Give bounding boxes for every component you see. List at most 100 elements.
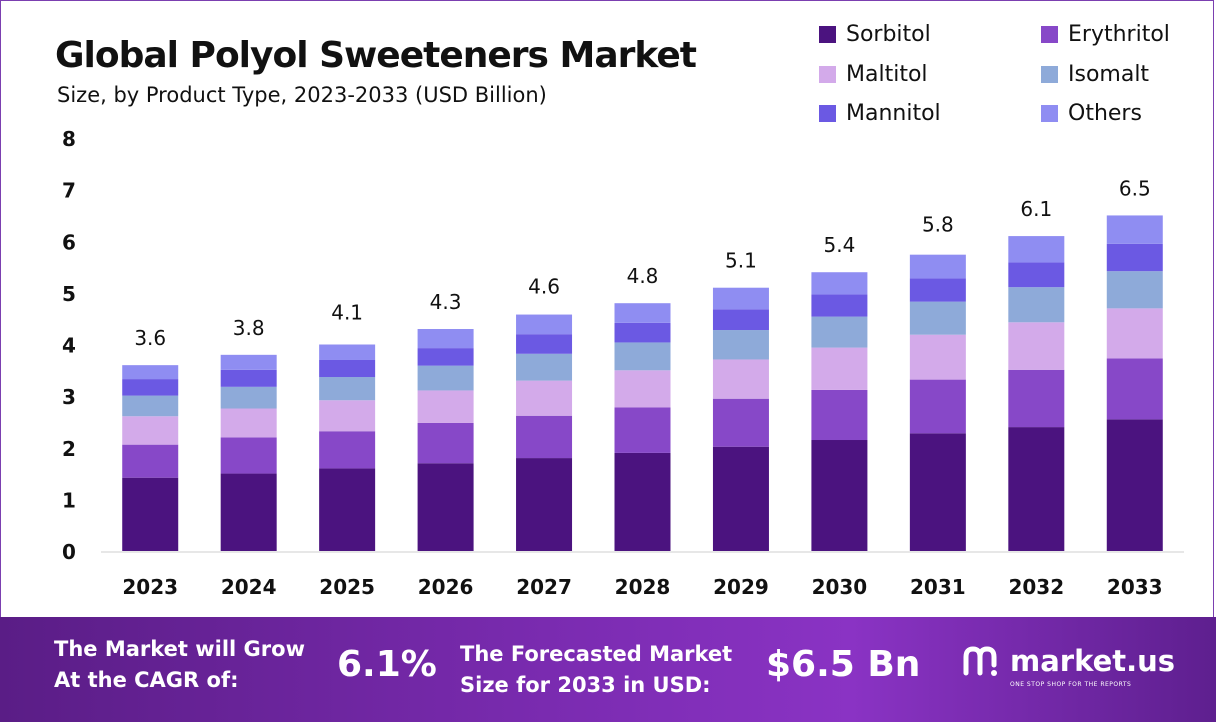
bar-segment-others xyxy=(220,354,277,370)
logo-tagline: ONE STOP SHOP FOR THE REPORTS xyxy=(1010,681,1132,688)
bar-segment-maltitol xyxy=(220,408,277,438)
bar-total-label: 4.3 xyxy=(430,290,462,314)
bar-segment-isomalt xyxy=(516,353,573,381)
bar-segment-maltitol xyxy=(1008,322,1065,370)
bar-total-label: 6.5 xyxy=(1119,176,1151,200)
legend-label-erythritol: Erythritol xyxy=(1068,21,1170,47)
bar-segment-others xyxy=(712,287,769,310)
bar-segment-others xyxy=(1106,215,1163,244)
bar-segment-mannitol xyxy=(712,309,769,331)
cagr-label-line2: At the CAGR of: xyxy=(54,668,239,692)
chart-title: Global Polyol Sweeteners Market xyxy=(55,35,697,76)
x-tick-label: 2029 xyxy=(713,575,769,599)
bar-segment-isomalt xyxy=(122,395,179,417)
bar-segment-isomalt xyxy=(614,342,671,371)
x-tick-label: 2023 xyxy=(122,575,178,599)
y-tick-label: 5 xyxy=(62,282,76,306)
bar-segment-sorbitol xyxy=(1106,419,1163,551)
bar-segment-erythritol xyxy=(712,398,769,447)
bar-segment-maltitol xyxy=(712,359,769,399)
x-tick-label: 2026 xyxy=(418,575,474,599)
bar-segment-others xyxy=(122,365,179,380)
y-tick-label: 6 xyxy=(62,230,76,254)
bar-segment-sorbitol xyxy=(516,458,573,551)
y-tick-label: 7 xyxy=(62,179,76,203)
bar-segment-isomalt xyxy=(712,330,769,360)
bar-segment-erythritol xyxy=(614,407,671,453)
legend-swatch-mannitol xyxy=(819,104,836,122)
bar-segment-others xyxy=(319,344,376,360)
bar-segment-mannitol xyxy=(220,369,277,387)
bar-total-label: 5.1 xyxy=(725,249,757,273)
bar-segment-sorbitol xyxy=(909,433,966,551)
x-tick-label: 2033 xyxy=(1107,575,1163,599)
bar-segment-mannitol xyxy=(417,348,474,366)
bar-segment-sorbitol xyxy=(417,463,474,551)
bar-segment-mannitol xyxy=(811,294,868,317)
legend-swatch-erythritol xyxy=(1041,25,1058,43)
y-tick-label: 8 xyxy=(62,127,76,151)
summary-banner: The Market will Grow At the CAGR of: 6.1… xyxy=(0,617,1216,722)
legend-swatch-others xyxy=(1041,104,1058,122)
market-us-logo: market.us ONE STOP SHOP FOR THE REPORTS xyxy=(962,643,1176,688)
bar-segment-others xyxy=(1008,236,1065,263)
bar-segment-mannitol xyxy=(1008,262,1065,288)
bar-segment-mannitol xyxy=(319,359,376,378)
y-tick-label: 0 xyxy=(62,540,76,564)
bar-segment-isomalt xyxy=(1008,287,1065,323)
legend: Sorbitol Erythritol Maltitol Isomalt Man… xyxy=(819,19,1199,129)
bar-segment-others xyxy=(516,314,573,335)
bar-segment-erythritol xyxy=(1106,358,1163,420)
bar-segment-sorbitol xyxy=(122,477,179,551)
bar-segment-maltitol xyxy=(417,390,474,423)
bar-segment-others xyxy=(417,329,474,349)
x-tick-label: 2030 xyxy=(812,575,868,599)
y-tick-label: 2 xyxy=(62,437,76,461)
legend-item-maltitol: Maltitol xyxy=(819,61,928,87)
bar-segment-sorbitol xyxy=(712,446,769,551)
x-tick-label: 2027 xyxy=(516,575,572,599)
bar-total-label: 5.8 xyxy=(922,213,954,237)
bar-segment-erythritol xyxy=(417,422,474,464)
x-tick-label: 2025 xyxy=(319,575,375,599)
forecast-label-line2: Size for 2033 in USD: xyxy=(460,673,711,697)
bar-segment-others xyxy=(614,303,671,323)
bar-segment-isomalt xyxy=(909,301,966,335)
legend-swatch-maltitol xyxy=(819,65,836,83)
bar-segment-erythritol xyxy=(122,444,179,478)
bar-segment-mannitol xyxy=(516,334,573,354)
x-tick-label: 2031 xyxy=(910,575,966,599)
bar-segment-sorbitol xyxy=(220,473,277,551)
bar-segment-sorbitol xyxy=(319,468,376,551)
bar-segment-maltitol xyxy=(319,400,376,432)
legend-item-others: Others xyxy=(1041,100,1142,126)
y-tick-label: 3 xyxy=(62,385,76,409)
bar-total-label: 5.4 xyxy=(824,233,856,257)
bar-segment-sorbitol xyxy=(1008,427,1065,551)
bar-segment-mannitol xyxy=(909,278,966,302)
bar-segment-isomalt xyxy=(1106,271,1163,309)
bar-segment-maltitol xyxy=(614,370,671,408)
cagr-label-line1: The Market will Grow xyxy=(54,637,305,661)
market-us-logo-icon xyxy=(963,646,997,676)
bar-segment-isomalt xyxy=(811,316,868,348)
bar-total-label: 4.8 xyxy=(627,264,659,288)
logo-text: market.us xyxy=(1010,644,1176,678)
bar-total-label: 6.1 xyxy=(1020,197,1052,221)
bar-segment-erythritol xyxy=(319,431,376,469)
bar-segment-erythritol xyxy=(909,379,966,434)
legend-swatch-sorbitol xyxy=(819,25,836,43)
bar-total-label: 3.8 xyxy=(233,316,265,340)
bar-segment-sorbitol xyxy=(614,452,671,551)
legend-label-sorbitol: Sorbitol xyxy=(846,21,931,47)
legend-item-isomalt: Isomalt xyxy=(1041,61,1149,87)
stacked-bar-chart: 0 1 2 3 4 5 6 7 8 3.6 2023 3.8 2024 4.1 2025 4.3 2026 4.6… xyxy=(62,127,1184,599)
bar-segment-isomalt xyxy=(319,377,376,401)
legend-label-mannitol: Mannitol xyxy=(846,100,941,126)
bar-segment-mannitol xyxy=(122,379,179,396)
cagr-label: The Market will Grow At the CAGR of: xyxy=(54,634,305,696)
legend-item-mannitol: Mannitol xyxy=(819,100,941,126)
legend-label-maltitol: Maltitol xyxy=(846,61,928,87)
forecast-value: $6.5 Bn xyxy=(766,644,921,685)
